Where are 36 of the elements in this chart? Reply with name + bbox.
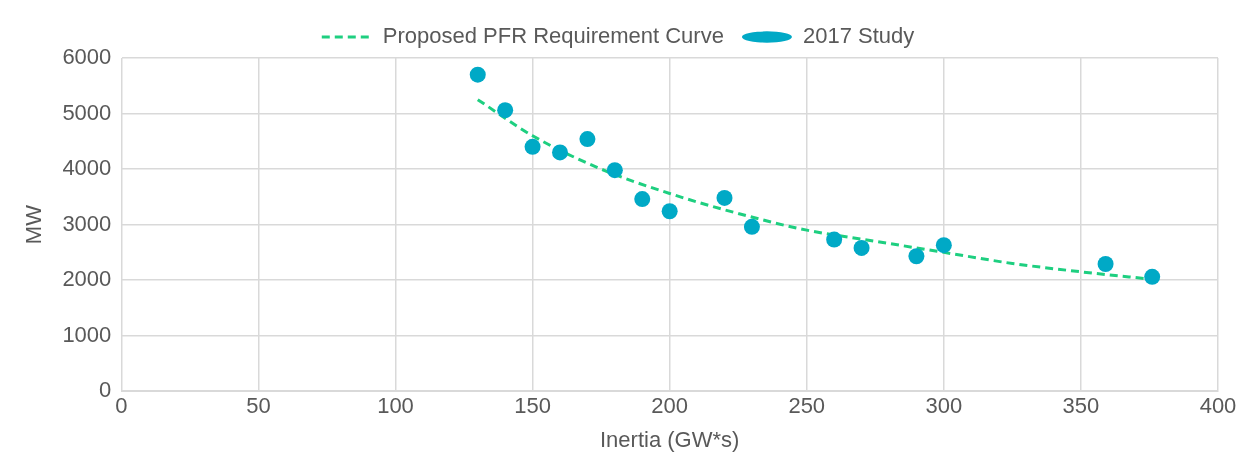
point (853, 239, 870, 256)
point (1144, 268, 1161, 285)
point (826, 231, 843, 248)
point (743, 218, 760, 235)
point (606, 162, 623, 179)
point (661, 203, 678, 220)
point (935, 237, 952, 254)
x-tick-label: 200 (651, 393, 689, 419)
y-tick-label: 4000 (62, 155, 112, 181)
x-tick-label: 100 (377, 393, 414, 419)
point (552, 144, 569, 161)
x-tick-label: 350 (1062, 393, 1100, 419)
y-tick-label: 0 (99, 377, 112, 403)
y-tick-label: 3000 (62, 210, 112, 236)
x-tick-label: 50 (246, 393, 271, 419)
y-tick-label: 2000 (62, 266, 112, 292)
x-tick-label: 150 (514, 393, 551, 419)
x-tick-label: 300 (925, 393, 963, 419)
y-tick-label: 6000 (62, 44, 112, 70)
x-tick-label: 0 (115, 393, 128, 419)
point (469, 66, 486, 83)
point (497, 102, 514, 119)
point (579, 131, 596, 148)
point (524, 138, 541, 155)
point (1097, 256, 1114, 273)
x-axis-title: Inertia (GW*s) (599, 426, 740, 452)
point (716, 189, 733, 206)
y-axis-title: MW (21, 204, 47, 245)
x-tick-label: 400 (1199, 393, 1237, 419)
legend-label: 2017 Study (802, 23, 915, 49)
point (634, 191, 651, 208)
y-tick-label: 5000 (62, 99, 112, 125)
x-tick-label: 250 (788, 393, 826, 419)
y-tick-label: 1000 (62, 321, 112, 347)
point (908, 248, 925, 265)
legend-label: Proposed PFR Requirement Curve (382, 23, 724, 49)
